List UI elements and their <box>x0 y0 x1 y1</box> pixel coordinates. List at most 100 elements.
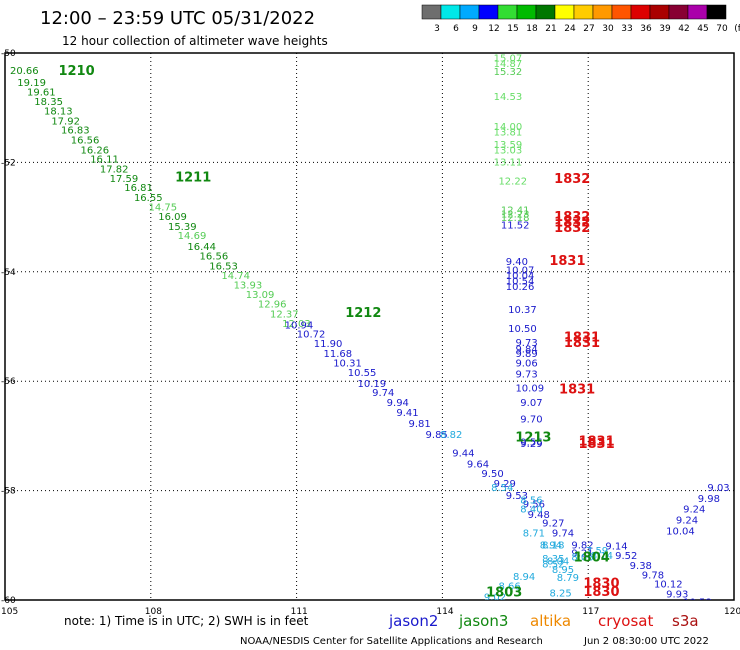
colorbar-swatch <box>535 4 556 20</box>
colorbar-label: 24 <box>564 24 576 34</box>
wave-height-value: 8.40 <box>520 505 542 516</box>
wave-height-value: 11.52 <box>501 220 530 231</box>
wave-height-value: 9.24 <box>683 505 705 516</box>
wave-height-value: 12.18 <box>501 213 530 224</box>
wave-height-value: 16.26 <box>80 145 109 156</box>
colorbar-swatch <box>440 4 461 20</box>
wave-height-value: 10.26 <box>506 282 535 293</box>
pass-label: 1830 <box>583 577 619 592</box>
chart-title: 12:00 – 23:59 UTC 05/31/2022 <box>40 8 315 29</box>
colorbar-swatch <box>497 4 518 20</box>
wave-height-value: 9.56 <box>523 499 545 510</box>
wave-height-value: 9.74 <box>552 528 574 539</box>
wave-height-value: 10.07 <box>506 266 535 277</box>
wave-height-value: 8.14 <box>591 551 613 562</box>
x-tick-label: 108 <box>145 607 162 617</box>
wave-height-value: 19.19 <box>17 78 46 89</box>
y-tick-label: -56 <box>1 377 16 387</box>
wave-height-value: 7.59 <box>586 546 608 557</box>
wave-height-value: 14.69 <box>178 231 207 242</box>
wave-height-value: 10.50 <box>508 324 537 335</box>
colorbar-swatch <box>611 4 632 20</box>
colorbar-swatch <box>554 4 575 20</box>
wave-height-value: 13.09 <box>246 290 275 301</box>
wave-height-value: 16.55 <box>134 193 163 204</box>
wave-height-value: 8.56 <box>520 495 542 506</box>
colorbar-swatch <box>516 4 537 20</box>
wave-height-value: 9.89 <box>515 349 537 360</box>
wave-height-value: 9.06 <box>515 359 537 370</box>
pass-label: 1831 <box>549 254 585 269</box>
colorbar-swatch <box>706 4 727 20</box>
wave-height-value: 13.03 <box>494 145 523 156</box>
wave-height-value: 20.66 <box>10 66 39 77</box>
colorbar-swatch <box>668 4 689 20</box>
colorbar-swatch <box>649 4 670 20</box>
wave-height-value: 17.92 <box>51 116 80 127</box>
footer-timestamp: Jun 2 08:30:00 UTC 2022 <box>583 636 709 647</box>
plot-area: -50 -52 -54 -56 -58 -60 105 108 111 114 117 120 20… <box>1 49 740 617</box>
colorbar-swatch <box>459 4 480 20</box>
wave-height-value: 8.66 <box>498 581 520 592</box>
wave-height-value: 10.09 <box>515 383 544 394</box>
wave-height-value: 9.85 <box>426 430 448 441</box>
wave-height-value: 8.52 <box>542 559 564 570</box>
y-axis-ticks: -50 -52 -54 -56 -58 -60 <box>1 49 16 606</box>
wave-height-value: 9.27 <box>542 518 564 529</box>
wave-height-value: 9.29 <box>494 479 516 490</box>
wave-height-value: 9.70 <box>520 414 542 425</box>
wave-height-value: 16.56 <box>200 251 229 262</box>
wave-height-value: 8.95 <box>552 565 574 576</box>
y-tick-label: -58 <box>1 487 16 497</box>
wave-height-value: 9.40 <box>506 257 528 268</box>
wave-height-value: 10.12 <box>654 580 683 591</box>
wave-height-value: 9.94 <box>387 398 409 409</box>
wave-height-value: 14.53 <box>494 92 523 103</box>
wave-height-value: 13.59 <box>494 140 523 151</box>
colorbar-swatch <box>478 4 499 20</box>
x-tick-label: 120 <box>724 607 740 617</box>
colorbar-label: 36 <box>640 24 652 34</box>
wave-height-value: 13.81 <box>494 127 523 138</box>
wave-height-value: 10.54 <box>506 277 535 288</box>
wave-height-value: 11.68 <box>323 349 352 360</box>
wave-height-value: 9.56 <box>520 437 542 448</box>
colorbar-swatch <box>573 4 594 20</box>
wave-height-value: 8.94 <box>540 540 562 551</box>
wave-height-value: 9.29 <box>520 439 542 450</box>
colorbar-label: 21 <box>545 24 556 34</box>
wave-height-value: 10.94 <box>285 320 314 331</box>
wave-height-value: 9.52 <box>615 551 637 562</box>
wave-height-value: 9.48 <box>528 510 550 521</box>
grid-lines <box>5 53 734 600</box>
x-axis-ticks: 105 108 111 114 117 120 <box>1 607 740 617</box>
wave-height-value: 15.32 <box>494 67 523 78</box>
wave-height-value: 8.04 <box>547 557 569 568</box>
wave-height-value: 9.41 <box>396 408 418 419</box>
wave-height-value: 10.5 <box>695 606 717 617</box>
chart-subtitle: 12 hour collection of altimeter wave hei… <box>62 34 328 48</box>
footer-credit: NOAA/NESDIS Center for Satellite Applica… <box>240 636 543 647</box>
colorbar-label: 9 <box>472 24 478 34</box>
wave-height-value: 8.71 <box>523 528 545 539</box>
satellite-legend-altika: altika <box>530 612 571 630</box>
wave-height-value: 8.06 <box>571 552 593 563</box>
wave-height-value: 8.18 <box>542 540 564 551</box>
wave-height-value: 10.31 <box>333 359 362 370</box>
colorbar-swatch <box>421 4 442 20</box>
wave-height-value: 16.83 <box>61 126 90 137</box>
wave-height-value: 13.11 <box>494 157 523 168</box>
wave-height-value: 8.79 <box>557 573 579 584</box>
pass-label: 1213 <box>515 431 551 446</box>
wave-height-value: 16.09 <box>158 212 187 223</box>
satellite-legend-jason3: jason3 <box>458 612 508 630</box>
wave-height-value: 10.04 <box>506 271 535 282</box>
colorbar-label: 70 <box>716 24 728 34</box>
wave-height-value: 10.58 <box>683 598 712 609</box>
wave-height-value: 8.35 <box>542 554 564 565</box>
pass-label: 1832 <box>554 221 590 236</box>
colorbar-label: 27 <box>583 24 594 34</box>
pass-label: 1803 <box>486 585 522 600</box>
